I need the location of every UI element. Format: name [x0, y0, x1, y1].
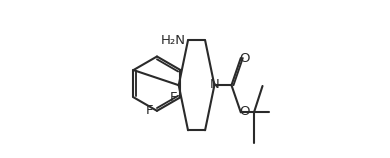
Text: F: F — [146, 104, 154, 117]
Text: H₂N: H₂N — [161, 34, 186, 47]
Text: O: O — [239, 52, 250, 65]
Text: F: F — [169, 91, 177, 104]
Text: O: O — [239, 105, 250, 118]
Text: N: N — [209, 78, 219, 91]
